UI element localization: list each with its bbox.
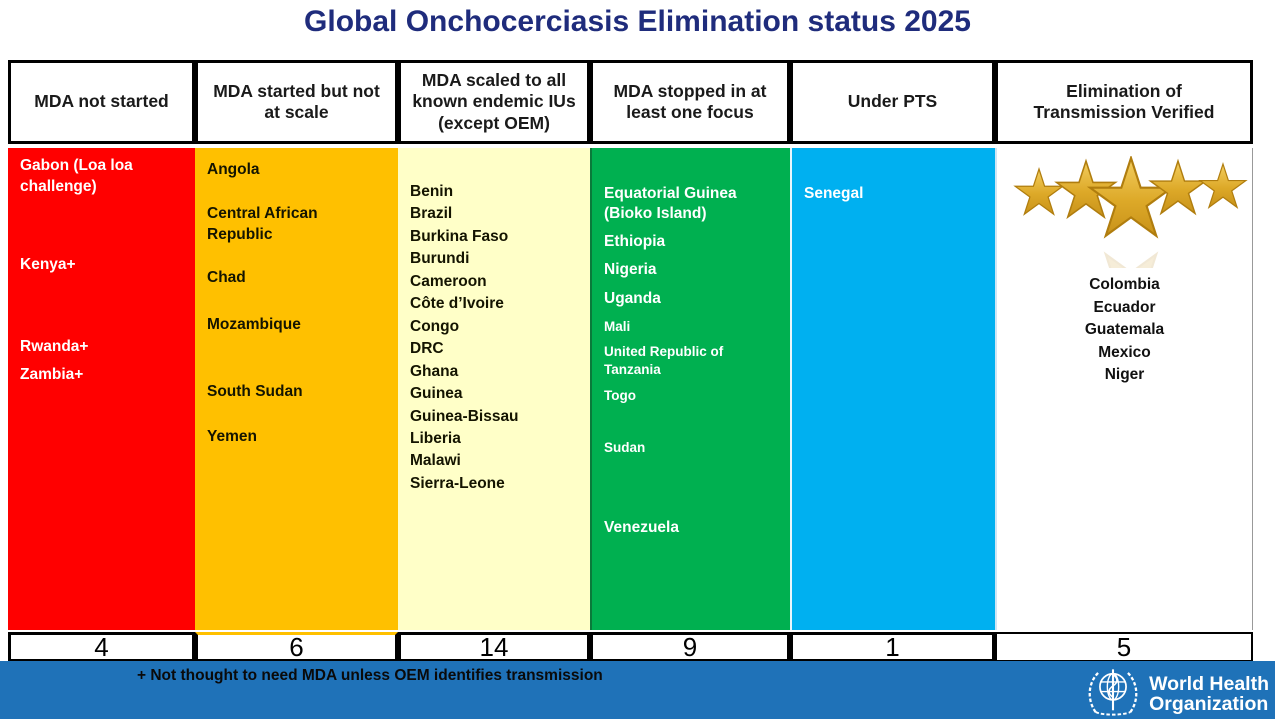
column-mda-not-started: Gabon (Loa loa challenge) Kenya+ Rwanda+… [8,148,195,630]
country-item: Colombia [1089,276,1160,293]
country-item: Kenya+ [20,255,76,273]
country-item: Venezuela [604,519,679,537]
count-mda-scaled: 14 [398,632,590,662]
country-item: Mozambique [207,315,301,333]
count-mda-not-started: 4 [8,632,195,662]
country-item: Sudan [604,439,646,455]
country-item: Zambia+ [20,365,84,383]
country-item: Brazil [410,205,453,223]
column-header-under-pts: Under PTS [790,60,995,144]
country-item: South Sudan [207,382,303,400]
country-item: Côte d’Ivoire [410,295,504,313]
country-item: Rwanda+ [20,337,89,355]
country-item: Senegal [804,185,864,202]
column-header-mda-not-at-scale: MDA started but not at scale [195,60,398,144]
count-elimination-verified: 5 [995,632,1253,662]
country-item: Angola [207,161,260,178]
who-name: World Health Organization [1149,672,1269,715]
country-item: Guinea [410,385,463,403]
count-mda-stopped: 9 [590,632,790,662]
country-item: Uganda [604,289,661,307]
header-row: MDA not started MDA started but not at s… [8,60,1253,144]
country-item: Equatorial Guinea (Bioko Island) [604,185,737,223]
count-row: 4 6 14 9 1 5 [8,632,1253,662]
country-item: United Republic of Tanzania [604,343,724,377]
country-item: Malawi [410,452,461,470]
count-under-pts: 1 [790,632,995,662]
who-name-line1: World Health [1149,672,1269,695]
column-header-mda-not-started: MDA not started [8,60,195,144]
country-item: Guinea-Bissau [410,407,519,425]
country-item: Congo [410,317,460,335]
five-gold-stars-icon [1001,156,1251,334]
country-item: Ghana [410,362,459,380]
footnote: + Not thought to need MDA unless OEM ide… [137,667,603,684]
country-item: Mali [604,318,631,334]
column-mda-not-at-scale: Angola Central African Republic Chad Moz… [195,148,398,630]
column-under-pts: Senegal [790,148,995,630]
who-name-line2: Organization [1149,692,1269,715]
country-item: Ecuador [1093,298,1156,316]
country-item: Yemen [207,427,257,445]
country-item: Niger [1104,366,1145,384]
country-item: Guatemala [1084,321,1165,339]
country-item: Benin [410,183,454,200]
footer-bar: + Not thought to need MDA unless OEM ide… [0,661,1275,719]
country-item: Central African Republic [207,204,318,243]
country-item: DRC [410,340,444,358]
verified-country-list: Colombia Ecuador Guatemala Mexico Niger [1001,274,1248,387]
country-item: Gabon (Loa loa challenge) [20,157,133,195]
country-item: Nigeria [604,261,657,279]
who-logo: World Health Organization [1085,665,1269,724]
table-body: Gabon (Loa loa challenge) Kenya+ Rwanda+… [8,148,1253,630]
page-title: Global Onchocerciasis Elimination status… [304,5,971,38]
column-header-elimination-verified: Elimination of Transmission Verified [995,60,1253,144]
country-item: Cameroon [410,272,487,290]
country-item: Burundi [410,250,470,268]
country-item: Chad [207,268,246,286]
status-table: MDA not started MDA started but not at s… [8,60,1253,662]
column-elimination-verified: Colombia Ecuador Guatemala Mexico Niger [995,148,1253,630]
country-item: Sierra-Leone [410,474,505,492]
column-header-mda-stopped: MDA stopped in at least one focus [590,60,790,144]
column-mda-scaled: Benin Brazil Burkina Faso Burundi Camero… [398,148,590,630]
column-header-mda-scaled: MDA scaled to all known endemic IUs (exc… [398,60,590,144]
country-item: Mexico [1098,343,1151,361]
column-mda-stopped: Equatorial Guinea (Bioko Island) Ethiopi… [590,148,790,630]
country-item: Liberia [410,429,461,447]
country-item: Ethiopia [604,233,666,251]
count-mda-not-at-scale: 6 [195,632,398,662]
country-item: Burkina Faso [410,227,509,245]
who-emblem-icon [1085,665,1141,724]
country-item: Togo [604,387,636,403]
